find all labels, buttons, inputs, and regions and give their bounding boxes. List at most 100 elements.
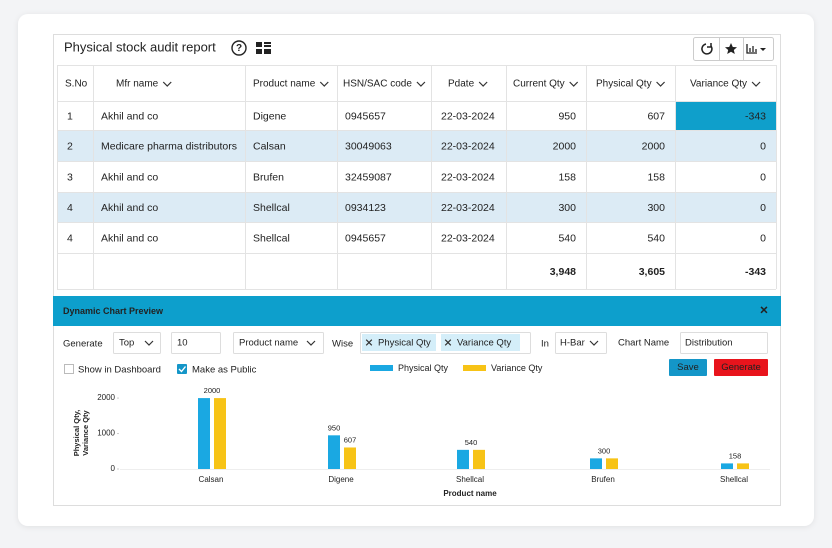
panel-border (53, 34, 781, 506)
bar (328, 435, 340, 469)
input[interactable] (680, 332, 768, 354)
table-cell: 22-03-2024 (441, 171, 495, 183)
table-cell: 22-03-2024 (441, 110, 495, 122)
table-cell: 950 (558, 110, 576, 122)
table-cell: 0945657 (345, 110, 386, 122)
help-icon-text[interactable]: ? (236, 43, 242, 54)
chip-label: Variance Qty (457, 338, 511, 349)
bar (590, 458, 602, 469)
table-cell: Shellcal (253, 232, 290, 244)
table-cell: Akhil and co (101, 171, 158, 183)
table-cell: 0 (760, 202, 766, 214)
save-label[interactable]: Save (677, 362, 699, 373)
y-tick-label: 1000 (97, 429, 115, 438)
card (18, 14, 814, 526)
table-total: 3,948 (550, 266, 576, 278)
column-header[interactable]: Physical Qty (596, 79, 652, 90)
table-cell: 540 (558, 232, 576, 244)
table-cell: 4 (67, 202, 73, 214)
column-header: S.No (65, 79, 88, 90)
table-cell: 300 (558, 202, 576, 214)
chevron (319, 81, 329, 87)
data-label: 300 (598, 446, 611, 455)
label: Chart Name (618, 338, 669, 349)
column-header[interactable]: Product name (253, 79, 316, 90)
data-label: 2000 (204, 386, 221, 395)
checkbox-label: Show in Dashboard (78, 365, 161, 376)
label: Generate (63, 339, 103, 350)
column-header[interactable]: Pdate (448, 79, 475, 90)
table-cell: 0 (760, 171, 766, 183)
table-cell: 1 (67, 110, 73, 122)
refresh-icon[interactable] (701, 43, 713, 55)
x-tick-label: Digene (328, 475, 354, 484)
help-icon[interactable] (231, 40, 247, 56)
column-header[interactable]: Variance Qty (690, 79, 747, 90)
select[interactable] (233, 332, 324, 354)
table-cell: 22-03-2024 (441, 202, 495, 214)
table-cell: 540 (647, 232, 665, 244)
checkbox[interactable] (64, 364, 74, 374)
chip-label: Physical Qty (378, 338, 431, 349)
bar (457, 449, 469, 469)
close-icon[interactable] (444, 339, 452, 346)
save-button[interactable] (669, 359, 707, 376)
table-cell: 0 (760, 140, 766, 152)
chip (362, 334, 436, 351)
checkbox[interactable] (177, 364, 187, 374)
label: In (541, 339, 549, 350)
legend-swatch (370, 365, 393, 371)
bar (344, 447, 356, 469)
chip (441, 334, 520, 351)
chevron (656, 81, 666, 87)
y-axis-label: Variance Qty (81, 409, 90, 455)
toolbar (693, 37, 774, 61)
close-icon[interactable] (365, 339, 373, 346)
star-icon[interactable] (725, 43, 737, 54)
data-label: 540 (465, 438, 478, 447)
data-label: 950 (328, 423, 341, 432)
table-cell: 22-03-2024 (441, 140, 495, 152)
select[interactable] (555, 332, 607, 354)
chevron (162, 81, 172, 87)
select-value: Top (119, 338, 134, 349)
table-total: 3,605 (639, 266, 665, 278)
table-cell: Brufen (253, 171, 284, 183)
bar (473, 449, 485, 469)
bar (198, 398, 210, 469)
table-cell: 30049063 (345, 140, 392, 152)
x-axis-label: Product name (443, 489, 497, 498)
table-cell: 32459087 (345, 171, 392, 183)
input-value: 10 (177, 338, 188, 349)
table-cell: Akhil and co (101, 202, 158, 214)
input-value: Distribution (685, 338, 733, 349)
column-header[interactable]: HSN/SAC code (343, 79, 412, 90)
legend-label: Variance Qty (491, 363, 543, 373)
select-value: Product name (239, 338, 298, 349)
table-cell: 2000 (553, 140, 577, 152)
column-header[interactable]: Current Qty (513, 79, 565, 90)
generate-button[interactable] (714, 359, 768, 376)
chevron (569, 81, 579, 87)
chevron (306, 340, 316, 346)
grid-icon[interactable] (256, 42, 271, 54)
chart-icon[interactable] (746, 44, 757, 54)
label: Wise (332, 339, 353, 350)
table-cell: 2 (67, 140, 73, 152)
table-cell: Digene (253, 110, 286, 122)
bar (737, 463, 749, 469)
column-header[interactable]: Mfr name (116, 79, 159, 90)
table-total: -343 (745, 266, 766, 278)
panel-close[interactable]: × (760, 302, 768, 318)
data-label: 158 (729, 451, 742, 460)
generate-label[interactable]: Generate (721, 362, 761, 373)
x-tick-label: Shellcal (456, 475, 484, 484)
variance-highlight (675, 101, 776, 130)
table-cell: 22-03-2024 (441, 232, 495, 244)
select[interactable] (113, 332, 161, 354)
y-tick-label: 0 (111, 464, 116, 473)
chevron (144, 340, 154, 346)
table-cell: -343 (745, 110, 766, 122)
input[interactable] (171, 332, 221, 354)
